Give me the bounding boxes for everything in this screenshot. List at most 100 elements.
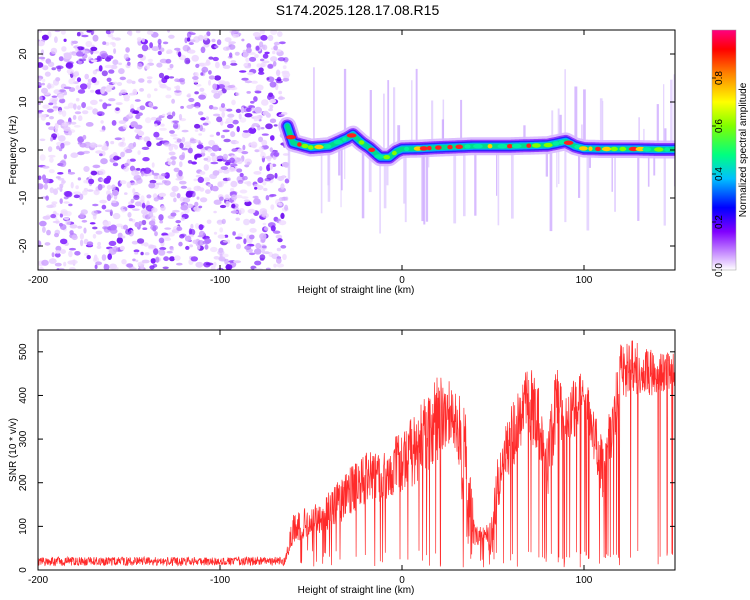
- noise-blob: [217, 250, 225, 256]
- noise-blob: [173, 122, 179, 130]
- noise-blob: [60, 142, 65, 149]
- noise-blob: [79, 239, 84, 247]
- noise-blob: [147, 58, 154, 63]
- noise-blob: [237, 233, 244, 238]
- noise-blob: [38, 41, 45, 47]
- noise-blob: [250, 141, 258, 149]
- noise-streak: [581, 124, 583, 148]
- noise-streak: [287, 132, 291, 180]
- noise-blob: [38, 113, 44, 118]
- noise-streak: [338, 147, 341, 176]
- noise-streak: [453, 151, 457, 224]
- noise-blob: [115, 107, 120, 111]
- noise-blob: [253, 198, 261, 205]
- colorbar-tick-label: 0.8: [714, 71, 725, 85]
- noise-blob: [186, 203, 194, 209]
- noise-blob: [83, 166, 90, 172]
- noise-blob: [152, 263, 158, 268]
- noise-blob: [63, 217, 70, 221]
- noise-streak: [511, 151, 514, 219]
- noise-blob: [264, 51, 270, 55]
- ridge-peak: [664, 147, 670, 152]
- noise-blob: [103, 263, 110, 270]
- noise-blob: [134, 251, 139, 255]
- noise-blob: [136, 37, 142, 42]
- noise-blob: [205, 59, 210, 66]
- ridge-peak: [595, 146, 601, 152]
- noise-blob: [194, 123, 201, 129]
- noise-blob: [83, 252, 89, 256]
- noise-blob: [112, 59, 119, 65]
- noise-blob: [187, 147, 193, 154]
- noise-blob: [38, 78, 42, 81]
- noise-blob: [148, 211, 154, 218]
- noise-blob: [182, 197, 191, 203]
- noise-blob: [160, 123, 165, 127]
- noise-blob: [104, 209, 113, 213]
- noise-streak: [368, 152, 372, 193]
- noise-blob: [270, 135, 275, 141]
- noise-blob: [228, 41, 236, 44]
- noise-blob: [38, 95, 43, 102]
- noise-blob: [63, 126, 71, 132]
- noise-blob: [230, 131, 236, 138]
- noise-blob: [142, 227, 148, 230]
- noise-blob: [59, 222, 63, 227]
- y-tick-label: 20: [18, 48, 29, 60]
- noise-blob: [169, 191, 177, 198]
- noise-blob: [42, 165, 50, 169]
- noise-blob: [41, 87, 48, 94]
- noise-blob: [67, 171, 76, 175]
- noise-blob: [166, 114, 174, 120]
- noise-blob: [243, 238, 247, 245]
- noise-blob: [207, 148, 212, 153]
- noise-blob: [153, 197, 159, 202]
- noise-blob: [174, 78, 180, 82]
- noise-blob: [208, 183, 212, 188]
- noise-blob: [42, 215, 51, 220]
- noise-blob: [216, 131, 221, 136]
- noise-blob: [150, 224, 159, 231]
- noise-blob: [55, 127, 58, 134]
- noise-blob: [198, 224, 204, 231]
- noise-blob: [70, 181, 74, 189]
- noise-blob: [211, 38, 216, 43]
- noise-blob: [256, 63, 262, 68]
- noise-blob: [77, 151, 85, 156]
- noise-blob: [118, 62, 123, 66]
- noise-blob: [217, 222, 222, 226]
- noise-blob: [63, 86, 72, 90]
- noise-blob: [68, 130, 72, 136]
- noise-streak: [559, 114, 562, 143]
- noise-blob: [273, 41, 280, 46]
- noise-blob: [136, 167, 141, 171]
- noise-blob: [210, 161, 219, 165]
- noise-blob: [171, 229, 178, 233]
- ridge-peak: [286, 135, 296, 140]
- noise-blob: [39, 138, 46, 142]
- noise-blob: [54, 30, 61, 33]
- noise-streak: [670, 79, 673, 150]
- noise-blob: [60, 30, 66, 35]
- noise-blob: [146, 76, 153, 80]
- noise-blob: [279, 41, 286, 45]
- noise-blob: [179, 180, 187, 185]
- ridge-peak: [531, 143, 541, 148]
- noise-blob: [106, 77, 112, 83]
- noise-blob: [100, 120, 104, 124]
- noise-blob: [197, 34, 204, 41]
- noise-blob: [206, 31, 211, 37]
- noise-blob: [110, 224, 117, 231]
- noise-blob: [227, 113, 235, 118]
- noise-blob: [86, 241, 94, 246]
- noise-blob: [205, 116, 209, 121]
- noise-blob: [217, 182, 223, 187]
- noise-blob: [64, 191, 73, 198]
- ridge-peak: [447, 144, 453, 150]
- noise-blob: [55, 77, 61, 82]
- noise-blob: [140, 251, 144, 256]
- noise-blob: [194, 129, 199, 132]
- noise-blob: [270, 56, 278, 62]
- noise-blob: [238, 113, 242, 120]
- noise-blob: [49, 97, 57, 105]
